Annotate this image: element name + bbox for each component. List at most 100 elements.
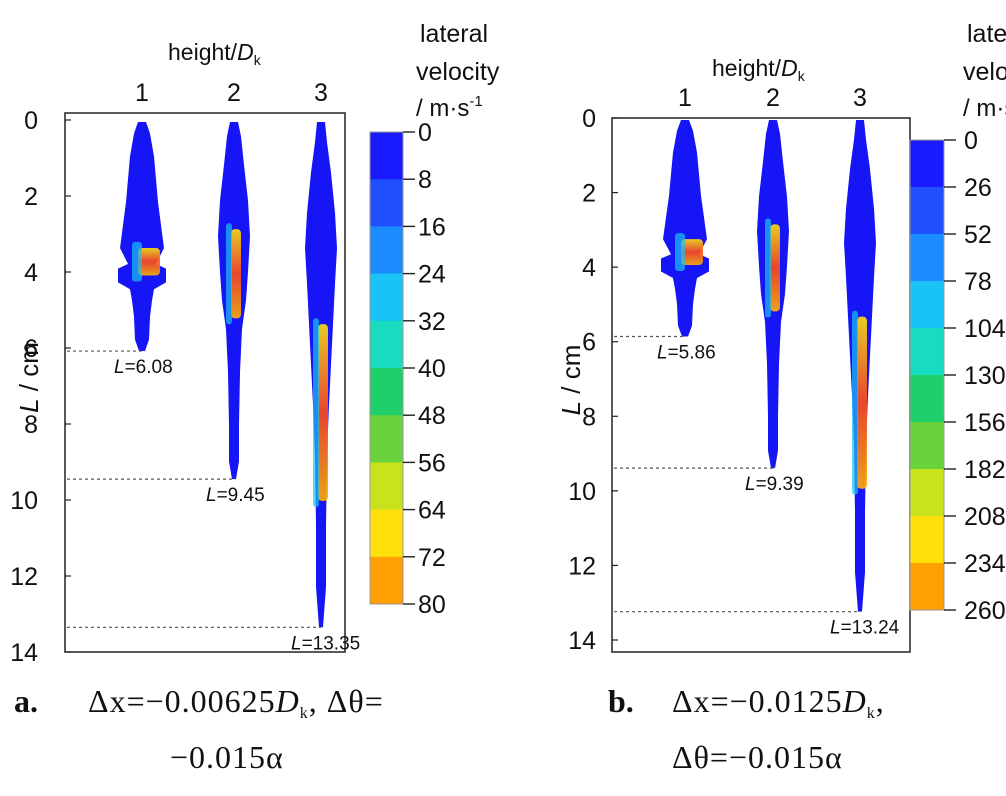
colorbar-segment	[370, 273, 403, 322]
colorbar-tick-label: 56	[418, 449, 446, 477]
colorbar-segment	[910, 422, 944, 470]
caption-line2: Δθ=−0.015α	[672, 739, 843, 775]
jet-profile	[118, 122, 166, 352]
jet-mid-region	[765, 218, 771, 318]
caption-letter: a.	[14, 683, 38, 719]
colorbar-segment	[370, 556, 403, 605]
colorbar-segment	[910, 469, 944, 517]
colorbar-tick-label: 260	[964, 597, 1006, 625]
colorbar-tick-label: 80	[418, 591, 446, 619]
penetration-label: L=13.35	[291, 633, 360, 654]
x-category-label: 2	[227, 79, 241, 107]
colorbar-tick-label: 52	[964, 221, 992, 249]
colorbar-segment	[910, 328, 944, 376]
jet-mid-region	[675, 233, 685, 272]
colorbar-segment	[370, 226, 403, 275]
y-tick-label: 6	[582, 329, 596, 357]
jet-hot-core	[857, 316, 867, 489]
colorbar-tick-label: 16	[418, 213, 446, 241]
colorbar-segment	[370, 509, 403, 558]
colorbar-tick-label: 78	[964, 268, 992, 296]
colorbar-tick-label: 208	[964, 503, 1006, 531]
penetration-label: L=9.45	[206, 485, 265, 506]
jet-hot-core	[318, 324, 328, 501]
colorbar-tick-label: 26	[964, 174, 992, 202]
colorbar-title-line2: velocity	[963, 58, 1006, 86]
y-tick-label: 12	[568, 552, 596, 580]
penetration-label: L=5.86	[657, 342, 716, 363]
penetration-label: L=6.08	[114, 357, 173, 378]
jet-mid-region	[226, 223, 232, 325]
plot-frame	[64, 112, 346, 653]
penetration-label: L=13.24	[830, 618, 900, 639]
colorbar-segment	[370, 320, 403, 369]
colorbar-unit: / m·s-1	[963, 93, 1006, 122]
x-category-label: 1	[678, 84, 692, 112]
jet-hot-core	[681, 239, 703, 266]
colorbar-tick-label: 0	[418, 119, 432, 147]
jet-mid-region	[852, 310, 858, 495]
colorbar-segment	[370, 368, 403, 416]
x-axis-title: height/Dk	[712, 55, 806, 84]
colorbar-title-line1: lateral	[967, 20, 1006, 48]
colorbar-tick-label: 234	[964, 550, 1006, 578]
jet-profile	[661, 120, 709, 337]
colorbar-tick-label: 64	[418, 497, 446, 525]
colorbar-title-line1: lateral	[420, 20, 488, 48]
colorbar-segment	[370, 415, 403, 463]
y-tick-label: 4	[582, 254, 596, 282]
y-tick-label: 8	[24, 411, 38, 439]
colorbar-tick-label: 24	[418, 261, 446, 289]
y-tick-label: 12	[10, 563, 38, 591]
y-tick-label: 6	[24, 335, 38, 363]
colorbar-segment	[910, 281, 944, 329]
y-tick-label: 2	[582, 180, 596, 208]
colorbar-segment	[910, 234, 944, 282]
y-tick-label: 0	[24, 107, 38, 135]
colorbar-tick-label: 104	[964, 315, 1006, 343]
colorbar-tick-label: 72	[418, 544, 446, 572]
y-tick-label: 4	[24, 259, 38, 287]
colorbar-tick-label: 48	[418, 402, 446, 430]
caption-line1: Δx=−0.0125Dk,	[672, 683, 885, 722]
x-category-label: 1	[135, 79, 149, 107]
colorbar-segment	[370, 132, 403, 180]
colorbar-tick-label: 0	[964, 127, 978, 155]
colorbar-tick-label: 156	[964, 409, 1006, 437]
x-axis-title: height/Dk	[168, 39, 262, 68]
colorbar-unit: / m·s-1	[416, 93, 483, 122]
jet-mid-region	[313, 318, 319, 507]
jet-mid-region	[132, 241, 142, 282]
colorbar-tick-label: 40	[418, 355, 446, 383]
colorbar-segment	[910, 516, 944, 564]
y-tick-label: 8	[582, 403, 596, 431]
caption-line1: Δx=−0.00625Dk, Δθ=	[88, 683, 384, 722]
colorbar-tick-label: 32	[418, 308, 446, 336]
jet-hot-core	[770, 224, 780, 312]
colorbar-tick-label: 130	[964, 362, 1006, 390]
y-axis-title: L / cm	[14, 342, 44, 413]
y-tick-label: 2	[24, 183, 38, 211]
y-tick-label: 0	[582, 105, 596, 133]
x-category-label: 2	[766, 84, 780, 112]
y-tick-label: 10	[568, 478, 596, 506]
penetration-label: L=9.39	[745, 474, 804, 495]
caption-line2: −0.015α	[170, 739, 284, 775]
colorbar-segment	[910, 375, 944, 423]
colorbar-segment	[910, 187, 944, 235]
colorbar-segment	[910, 563, 944, 611]
y-tick-label: 14	[568, 627, 596, 655]
colorbar-tick-label: 8	[418, 166, 432, 194]
colorbar-segment	[370, 179, 403, 227]
y-tick-label: 10	[10, 487, 38, 515]
y-tick-label: 14	[10, 639, 38, 667]
colorbar-segment	[910, 140, 944, 188]
colorbar-segment	[370, 462, 403, 511]
jet-hot-core	[231, 229, 241, 319]
colorbar-tick-label: 182	[964, 456, 1006, 484]
x-category-label: 3	[853, 84, 867, 112]
caption-letter: b.	[608, 683, 634, 719]
